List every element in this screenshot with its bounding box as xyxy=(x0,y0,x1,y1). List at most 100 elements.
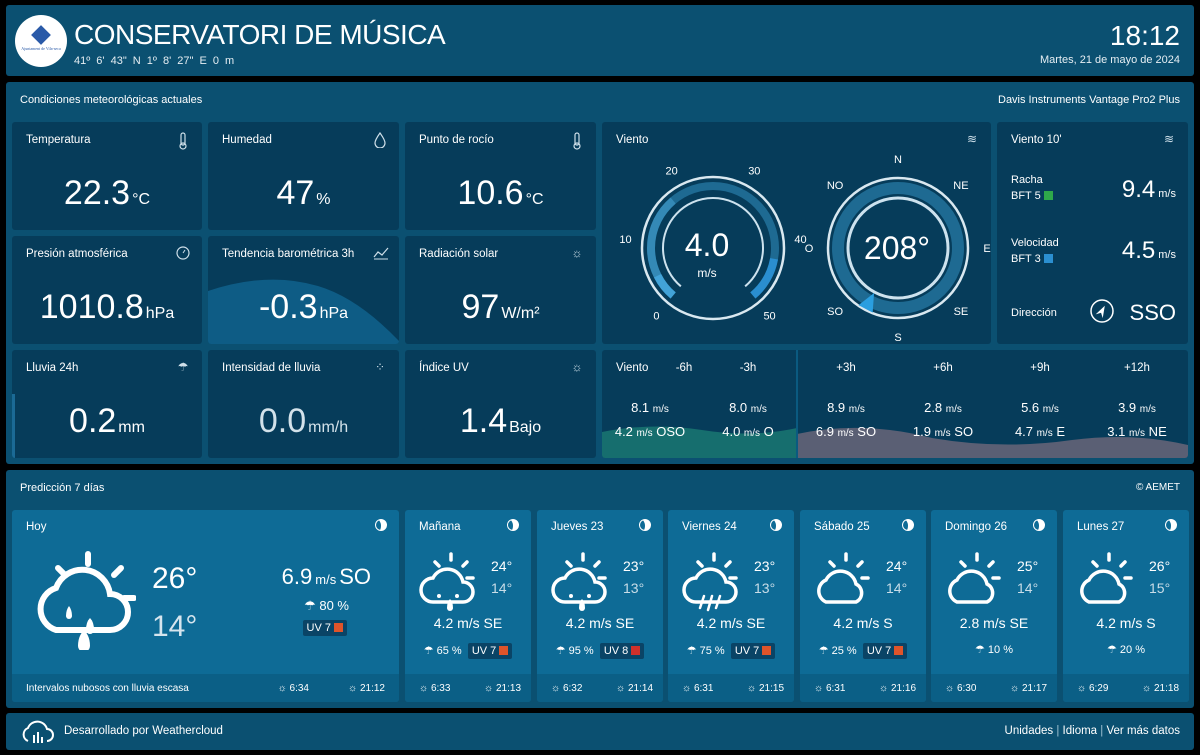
forecast-today-card[interactable]: Hoy 26° 14° 6.9 m/s SO ☂ 80 % UV 7 Interva… xyxy=(12,510,399,702)
today-wind: 6.9 m/s SO xyxy=(281,564,371,589)
forecast-day-card[interactable]: Domingo 26 25° 14° 2.8 m/s SE ☂ 10 % ☼ 6:30 ☼ … xyxy=(931,510,1057,702)
compass-pointer xyxy=(858,293,875,313)
compass-track xyxy=(832,182,964,314)
speed-color-swatch xyxy=(1043,254,1053,263)
compass-label: N xyxy=(894,154,902,166)
day-label: Viernes 24 xyxy=(682,521,737,533)
forecast-day-card[interactable]: Lunes 27 26° 15° 4.2 m/s S ☂ 20 % ☼ 6:29 ☼ 21:… xyxy=(1063,510,1189,702)
thermometer-icon xyxy=(570,132,584,150)
forecast-day-card[interactable]: Sábado 25 24° 14° 4.2 m/s S ☂ 25 % UV 7 ☼ 6:3… xyxy=(800,510,926,702)
wind-gauges: 0 10 20 30 40 50 N NE E SE S SO O NO xyxy=(619,154,990,344)
compass-label: SO xyxy=(827,306,843,318)
sunset: ☼ 21:17 xyxy=(1010,683,1047,694)
forecast-day-card[interactable]: Jueves 23 23° 13° 4.2 m/s SE ☂ 95 % UV 8 ☼ 6:… xyxy=(537,510,663,702)
wind-forecast-hour: +12h xyxy=(1124,362,1150,374)
gauge-inner-ring xyxy=(662,197,764,288)
forecast-section: Predicción 7 días © AEMET Hoy 26° 14° 6.… xyxy=(6,470,1194,708)
uv-color-swatch xyxy=(499,646,509,655)
max-temp: 25° xyxy=(1017,558,1039,574)
uv-color-swatch xyxy=(334,623,343,632)
moon-icon xyxy=(507,519,519,531)
gauge-outer-ring xyxy=(640,175,786,321)
wind-forecast-speed: 4.7 m/s E xyxy=(1014,424,1066,439)
sunrise-icon: ☼ xyxy=(277,683,290,694)
moon-icon xyxy=(770,519,782,531)
day-label: Hoy xyxy=(26,521,47,533)
wind-forecast-gust: 8.0 m/s xyxy=(729,400,767,415)
rain-uv-row: ☂ 10 % xyxy=(975,644,1013,656)
day-label: Lunes 27 xyxy=(1077,521,1125,533)
more-data-link[interactable]: Ver más datos xyxy=(1106,725,1180,737)
language-link[interactable]: Idioma xyxy=(1062,725,1098,737)
wind-forecast-speed: 4.2 m/s OSO xyxy=(614,424,686,439)
solar-card[interactable]: Radiación solar ☼ 97 W/m² xyxy=(405,236,596,344)
umbrella-icon: ☂ xyxy=(818,645,832,657)
pressure-trend-card[interactable]: Tendencia barométrica 3h -0.3 hPa xyxy=(208,236,399,344)
wind10-card[interactable]: Viento 10' ≋ Racha BFT 5 9.4 m/s Velocida… xyxy=(997,122,1188,344)
thermometer-icon xyxy=(176,132,190,150)
weather-icon xyxy=(817,552,870,604)
max-temp: 24° xyxy=(886,558,908,574)
compass-label: SE xyxy=(954,306,969,318)
sunrise: ☼ 6:29 xyxy=(1077,683,1109,694)
pressure-card[interactable]: Presión atmosférica 1010.8 hPa xyxy=(12,236,202,344)
gust-label: Racha xyxy=(1011,174,1043,186)
current-conditions-section: Condiciones meteorológicas actuales Davi… xyxy=(6,82,1194,464)
gust-value: 9.4 m/s xyxy=(1121,176,1176,203)
temperature-card[interactable]: Temperatura 22.3 °C xyxy=(12,122,202,230)
wind-card[interactable]: Viento ≋ 0 10 20 30 40 50 N NE E SE S SO O NO 4.0 m/s… xyxy=(602,122,991,344)
dewpoint-value: 10.6 °C xyxy=(457,174,544,212)
sunset: ☼ 21:14 xyxy=(616,683,653,694)
wind-forecast: 2.8 m/s SE xyxy=(959,615,1029,631)
sun-times: ☼ 6:30 ☼ 21:17 xyxy=(931,674,1057,702)
sunset: ☼ 21:16 xyxy=(879,683,916,694)
card-label: Tendencia barométrica 3h xyxy=(222,248,355,260)
moon-icon xyxy=(375,519,387,531)
wind-icon: ≋ xyxy=(966,132,978,146)
footer-links: Unidades | Idioma | Ver más datos xyxy=(1004,725,1180,737)
weather-icon xyxy=(948,552,1001,604)
weather-description: Intervalos nubosos con lluvia escasa xyxy=(26,683,189,694)
forecast-day-card[interactable]: Viernes 24 23° 13° 4.2 m/s SE ☂ 75 % UV 7 ☼ 6… xyxy=(668,510,794,702)
rain-uv-row: ☂ 75 % UV 7 xyxy=(668,643,794,659)
uv-card[interactable]: Índice UV ☼ 1.4 Bajo xyxy=(405,350,596,458)
uv-badge: UV 7 xyxy=(730,643,776,659)
wind-forecast-speed: 1.9 m/s SO xyxy=(912,424,974,439)
dewpoint-card[interactable]: Punto de rocío 10.6 °C xyxy=(405,122,596,230)
card-label: Lluvia 24h xyxy=(26,362,79,374)
speed-label: Velocidad xyxy=(1011,237,1059,249)
wind-forecast-gust: 2.8 m/s xyxy=(924,400,962,415)
min-temp: 13° xyxy=(754,580,776,596)
rain-rate-card[interactable]: Intensidad de lluvia ⁘ 0.0 mm/h xyxy=(208,350,399,458)
card-label: Punto de rocío xyxy=(419,134,494,146)
direction-label: Dirección xyxy=(1011,307,1057,319)
max-temp: 24° xyxy=(491,558,513,574)
wind-forecast-hour: -3h xyxy=(739,362,757,374)
speed-bft: BFT 3 xyxy=(1011,253,1053,265)
sunrise: ☼ 6:31 xyxy=(814,683,846,694)
moon-icon xyxy=(902,519,914,531)
wind-forecast-area xyxy=(602,350,1188,458)
forecast-source: © AEMET xyxy=(1135,482,1180,493)
uv-badge: UV 7 xyxy=(467,643,513,659)
weather-icon xyxy=(551,552,607,611)
chart-icon xyxy=(373,246,389,262)
sunset-icon: ☼ xyxy=(348,683,360,694)
forecast-day-card[interactable]: Mañana 24° 14° 4.2 m/s SE ☂ 65 % UV 7 ☼ 6:33 ☼… xyxy=(405,510,531,702)
min-temp: 14° xyxy=(491,580,513,596)
humidity-card[interactable]: Humedad 47% xyxy=(208,122,399,230)
uv-color-swatch xyxy=(631,646,641,655)
gauge-tick-label: 20 xyxy=(666,165,678,177)
umbrella-icon: ☂ xyxy=(304,598,320,613)
footer-credit[interactable]: Desarrollado por Weathercloud xyxy=(64,725,223,737)
wind-forecast-speed: 3.1 m/s NE xyxy=(1107,424,1167,439)
wind-forecast-card[interactable]: Viento -6h 8.1 m/s 4.2 m/s OSO -3h 8.0 m/s 4.… xyxy=(602,350,1188,458)
umbrella-icon: ☂ xyxy=(555,645,569,657)
wind-forecast: 4.2 m/s S xyxy=(1096,615,1156,631)
sun-times: ☼ 6:32 ☼ 21:14 xyxy=(537,674,663,702)
today-min: 14° xyxy=(152,610,198,643)
rain-card[interactable]: Lluvia 24h ☂ 0.2 mm xyxy=(12,350,202,458)
units-link[interactable]: Unidades xyxy=(1004,725,1054,737)
station-coords: 41º 6' 43" N 1º 8' 27" E 0 m xyxy=(74,55,235,67)
wind-forecast-hour: +6h xyxy=(933,362,953,374)
